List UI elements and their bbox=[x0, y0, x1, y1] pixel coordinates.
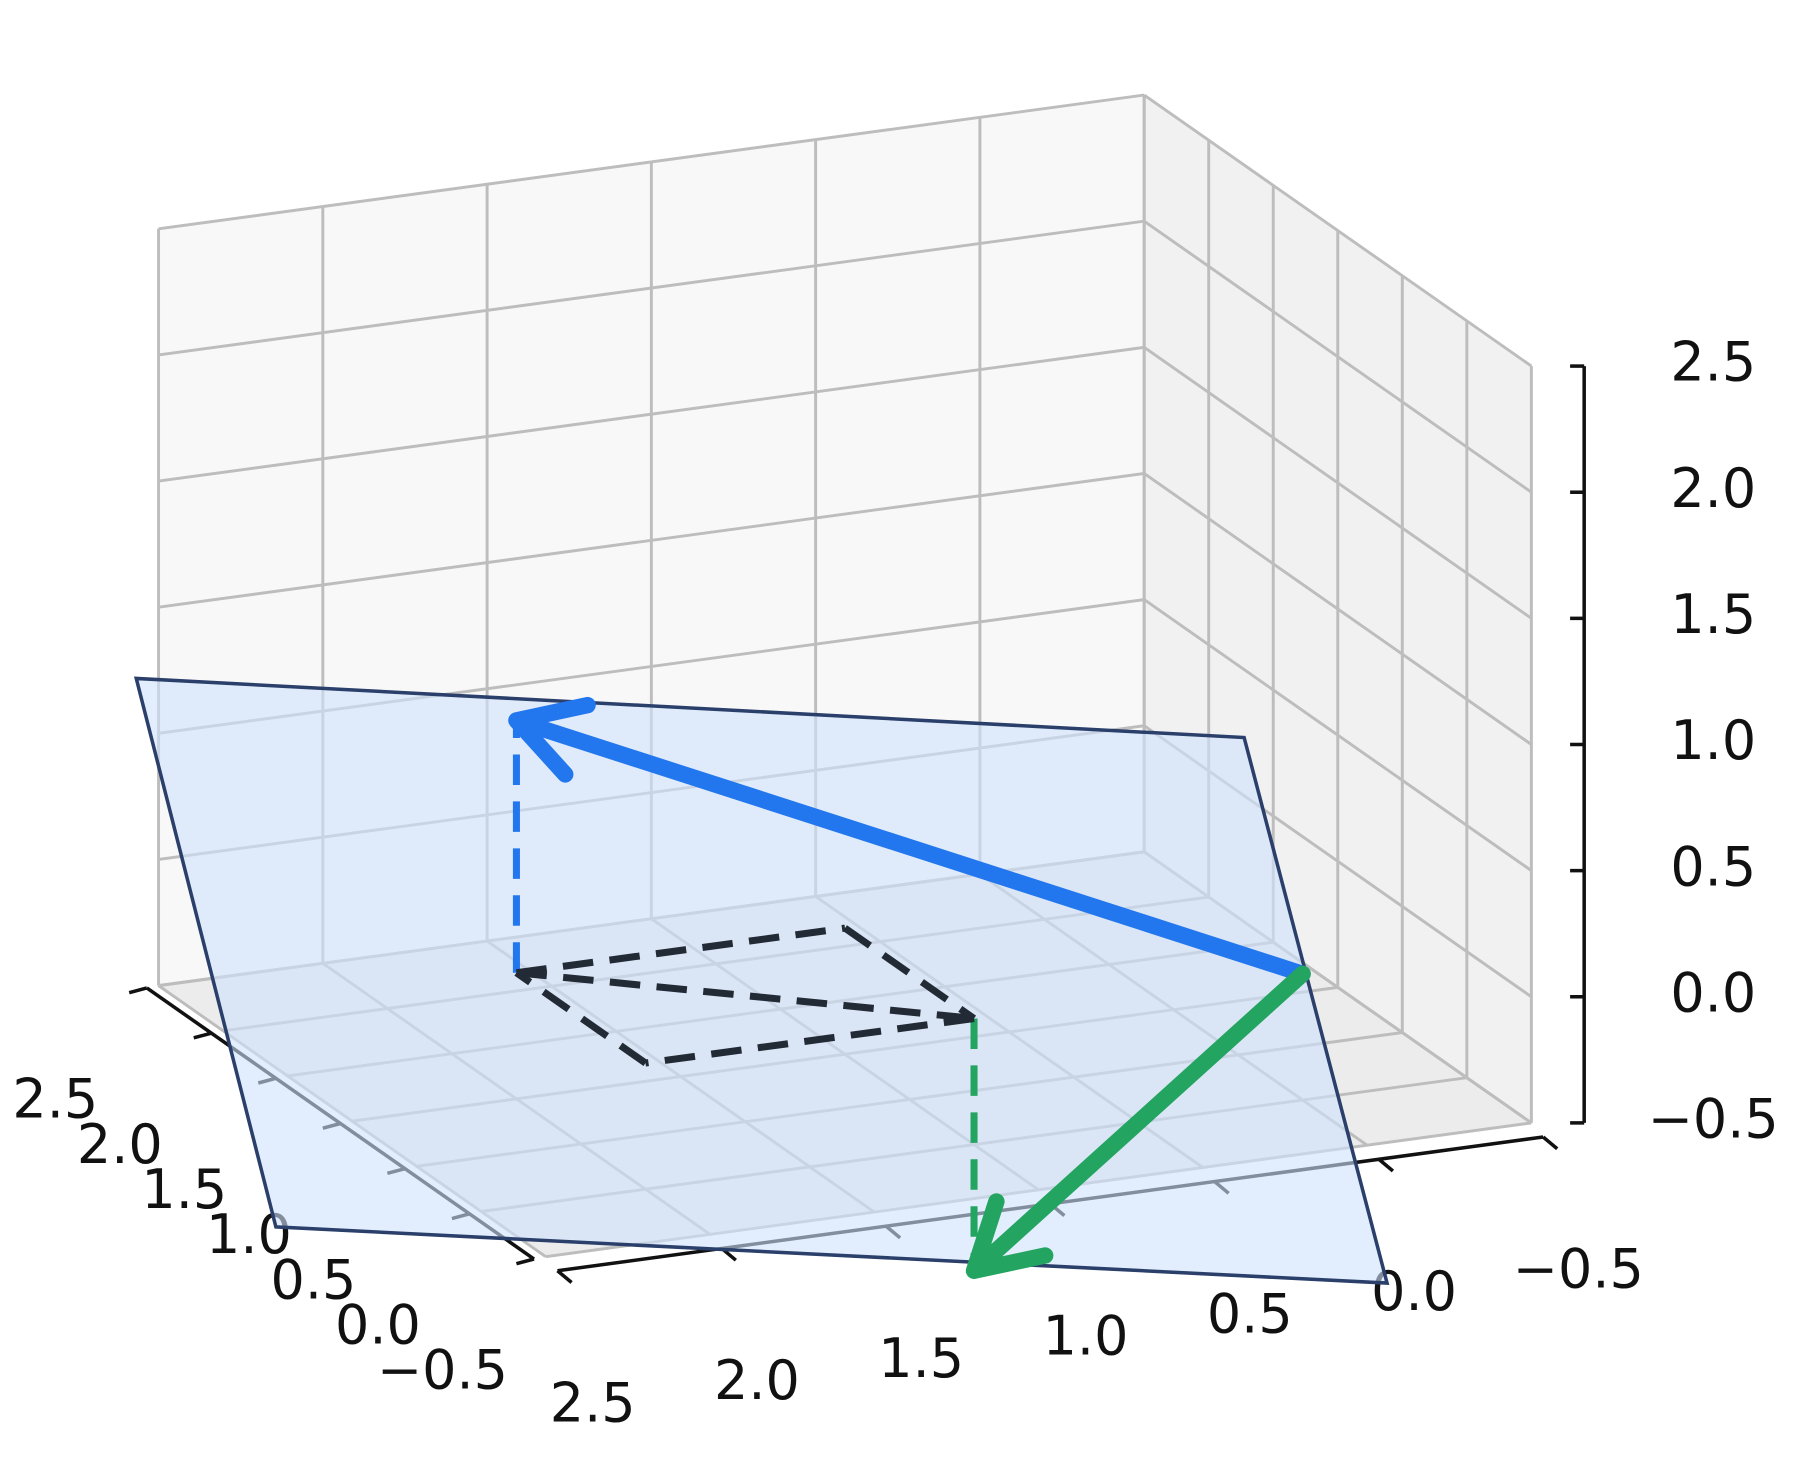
tick-mark bbox=[515, 1257, 535, 1266]
y-tick-label: 2.5 bbox=[12, 1068, 98, 1131]
grid-line bbox=[1143, 93, 1533, 368]
z-tick-label: 0.0 bbox=[1670, 961, 1756, 1024]
grid-line bbox=[158, 219, 1145, 357]
x-tick-label: 0.5 bbox=[1207, 1282, 1293, 1345]
z-tick-label: 1.5 bbox=[1670, 583, 1756, 646]
x-tick-label: −0.5 bbox=[1513, 1238, 1644, 1301]
z-tick-label: 2.0 bbox=[1670, 457, 1756, 520]
grid-line bbox=[158, 345, 1145, 483]
tick-mark bbox=[1541, 1135, 1559, 1151]
y-tick-label: 0.0 bbox=[335, 1293, 421, 1356]
x-tick-label: 2.0 bbox=[714, 1349, 800, 1412]
grid-line bbox=[158, 93, 1145, 231]
z-tick-label: 0.5 bbox=[1670, 835, 1756, 898]
z-tick-label: −0.5 bbox=[1648, 1088, 1779, 1151]
z-tick-label: 1.0 bbox=[1670, 709, 1756, 772]
y-tick-label: 1.5 bbox=[141, 1158, 227, 1221]
grid-line bbox=[1143, 346, 1533, 620]
x-tick-label: 1.5 bbox=[878, 1327, 964, 1390]
plane bbox=[133, 676, 1390, 1285]
tick-mark bbox=[1377, 1157, 1395, 1173]
grid-line bbox=[1143, 598, 1533, 872]
tick-mark bbox=[193, 1031, 212, 1040]
x-tick-label: 2.5 bbox=[550, 1371, 636, 1434]
dashed-line bbox=[645, 1014, 975, 1067]
y-tick-label: 2.0 bbox=[77, 1113, 163, 1176]
y-tick-label: −0.5 bbox=[377, 1339, 508, 1402]
z-tick-label: 2.5 bbox=[1670, 331, 1756, 394]
dashed-line bbox=[842, 925, 977, 1022]
grid-line bbox=[1143, 472, 1533, 746]
grid-line bbox=[1143, 219, 1533, 494]
dashed-line bbox=[514, 969, 648, 1066]
y-tick-label: 0.5 bbox=[271, 1248, 357, 1311]
dashed-line bbox=[515, 924, 846, 977]
grid-line bbox=[158, 471, 1145, 609]
vector bbox=[508, 696, 1311, 983]
tick-mark bbox=[556, 1269, 573, 1284]
dashed-line bbox=[516, 969, 975, 1022]
x-tick-label: 1.0 bbox=[1043, 1305, 1129, 1368]
vector bbox=[965, 965, 1311, 1279]
tick-mark bbox=[128, 986, 148, 995]
